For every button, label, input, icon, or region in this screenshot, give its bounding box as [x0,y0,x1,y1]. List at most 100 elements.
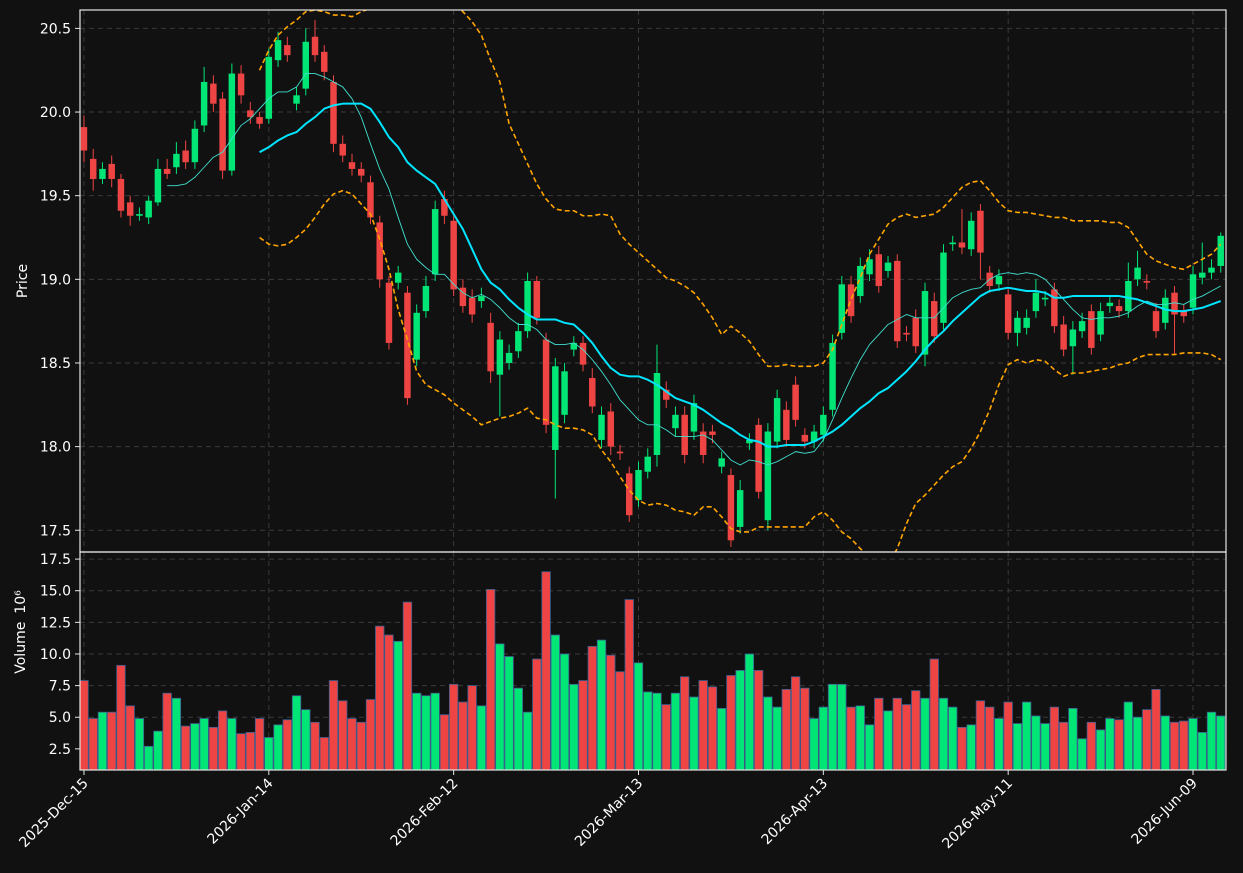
volume-bar [1123,701,1133,770]
candle-body [764,431,772,521]
candle-body [145,200,152,218]
candle-body [191,128,199,163]
candle-body [182,150,189,163]
volume-bar [846,706,856,770]
y-tick-label: 18.0 [40,440,71,456]
candle-body [431,209,439,275]
candle-body [228,73,236,171]
candle-body [561,371,568,415]
volume-bar [476,705,487,770]
y-tick-label: 2.5 [49,742,71,758]
volume-bar [707,686,718,770]
candle-body [1023,317,1030,328]
candle-body [1134,267,1141,280]
volume-bar [633,662,644,770]
candle-body [404,292,411,399]
volume-bar [162,692,172,770]
candle-body [672,414,679,429]
candle-body [1051,289,1058,327]
volume-bar [384,634,394,770]
candle-body [570,342,578,350]
y-tick-label: 19.0 [40,272,71,288]
candle-body [496,339,504,375]
volume-bar [412,692,422,770]
candle-body [274,40,282,61]
volume-bar [772,706,782,770]
volume-bar [467,685,477,770]
candle-body [746,439,753,444]
volume-bar [624,599,634,770]
y-tick-label: 18.5 [40,356,71,372]
candle-body [552,366,559,450]
candle-body [1088,311,1095,348]
volume-bar [550,634,560,770]
volume-bar [874,697,884,770]
volume-bar [402,601,413,770]
candle-body [635,470,642,501]
candle-body [126,202,134,216]
candle-body [200,81,208,126]
volume-bar [338,700,348,770]
volume-bar [254,718,265,770]
candle-body [1004,294,1012,333]
candle-body [330,81,337,144]
volume-bar [1012,723,1023,770]
candle-body [958,242,966,248]
volume-bar [744,653,755,770]
volume-bar [328,680,339,770]
candle-body [829,342,836,410]
candle-body [801,434,809,442]
candle-body [589,378,596,407]
volume-bar [800,687,810,770]
candle-body [1041,297,1049,300]
candle-body [321,51,328,72]
volume-bar [948,706,958,770]
candle-body [505,352,513,363]
volume-bar [864,724,875,770]
volume-bar [911,690,921,770]
candle-body [108,163,115,179]
volume-bar [643,691,653,770]
volume-bar [1216,715,1226,770]
overlay-line [167,73,1221,466]
candle-body [1217,235,1224,266]
candle-body [1199,272,1206,278]
candle-body [515,331,522,352]
candle-body [995,275,1003,285]
candle-body [1143,281,1151,283]
candle-body [256,117,263,124]
volume-bar [1095,729,1106,770]
volume-bar [513,687,523,770]
candle-body [709,431,716,435]
volume-bar [217,710,228,770]
volume-bar [97,711,108,770]
candle-body [173,153,180,168]
overlay-line [259,189,1222,552]
volume-bar [1188,718,1198,770]
volume-bar [134,718,145,770]
volume-bar [439,714,450,770]
volume-bar [735,670,745,770]
candle-body [838,284,846,333]
candle-body [247,110,254,118]
volume-bar [171,697,182,770]
volume-bar [615,671,625,770]
candle-body [394,272,402,283]
candle-body [940,252,947,323]
volume-bar [938,697,949,770]
candle-body [450,220,457,290]
candle-body [598,414,605,440]
candle-body [1106,302,1114,307]
volume-bar [107,711,117,770]
candle-body [1097,311,1104,335]
price-axis-label: Price [15,264,31,298]
candle-body [681,414,688,455]
candle-body [441,199,448,216]
volume-bar [356,721,366,770]
candle-body [718,458,725,467]
y-tick-label: 7.5 [49,679,71,695]
volume-bar [1132,716,1143,770]
volume-bar [901,704,912,770]
candle-body [884,262,892,271]
candle-body [616,451,624,454]
